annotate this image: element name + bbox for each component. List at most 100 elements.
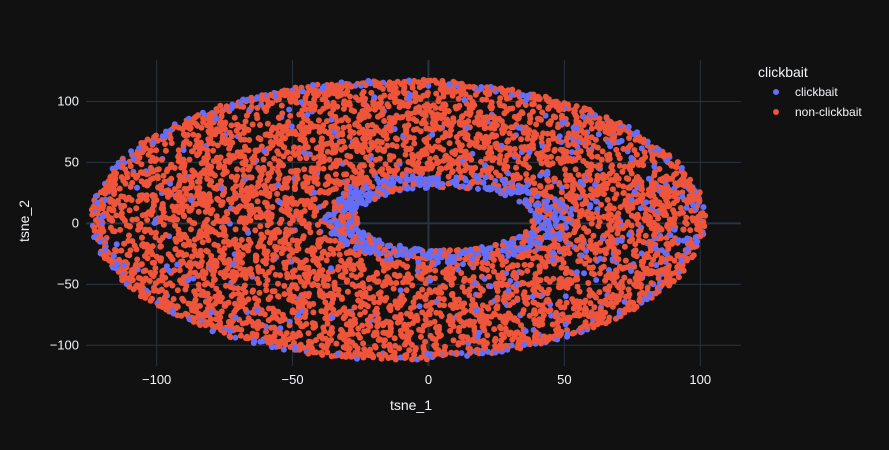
point-non-clickbait <box>576 119 582 126</box>
point-clickbait <box>367 155 374 162</box>
point-non-clickbait <box>604 205 611 212</box>
point-non-clickbait <box>600 213 607 220</box>
point-non-clickbait <box>357 334 363 341</box>
point-non-clickbait <box>416 104 422 111</box>
point-non-clickbait <box>636 291 643 298</box>
point-non-clickbait <box>157 218 164 224</box>
point-non-clickbait <box>147 248 153 255</box>
point-clickbait <box>415 259 422 266</box>
point-non-clickbait <box>634 174 641 180</box>
point-non-clickbait <box>311 170 318 177</box>
point-non-clickbait <box>300 298 307 305</box>
point-non-clickbait <box>159 268 166 275</box>
point-non-clickbait <box>651 201 658 208</box>
point-non-clickbait <box>160 172 167 179</box>
point-non-clickbait <box>213 126 220 133</box>
point-non-clickbait <box>132 174 139 181</box>
point-non-clickbait <box>222 302 229 309</box>
point-non-clickbait <box>395 98 402 105</box>
point-non-clickbait <box>645 186 652 193</box>
point-non-clickbait <box>172 236 179 242</box>
point-clickbait <box>429 131 436 138</box>
point-non-clickbait <box>560 259 567 266</box>
point-non-clickbait <box>658 267 665 273</box>
point-clickbait <box>562 321 569 328</box>
point-non-clickbait <box>572 276 579 283</box>
point-non-clickbait <box>590 292 597 299</box>
point-non-clickbait <box>616 129 623 136</box>
point-non-clickbait <box>372 124 379 131</box>
point-non-clickbait <box>600 175 606 182</box>
point-non-clickbait <box>159 277 166 284</box>
point-non-clickbait <box>270 256 277 263</box>
point-non-clickbait <box>544 253 551 260</box>
point-non-clickbait <box>474 114 481 121</box>
point-non-clickbait <box>247 174 253 181</box>
point-non-clickbait <box>655 275 662 282</box>
point-non-clickbait <box>491 268 497 275</box>
point-clickbait <box>397 287 404 294</box>
point-non-clickbait <box>520 129 527 136</box>
point-non-clickbait <box>198 170 205 177</box>
point-non-clickbait <box>536 156 543 163</box>
point-non-clickbait <box>213 213 220 220</box>
point-clickbait <box>568 206 575 212</box>
point-non-clickbait <box>674 159 681 166</box>
point-non-clickbait <box>658 226 665 233</box>
point-non-clickbait <box>687 227 694 234</box>
point-non-clickbait <box>579 188 586 195</box>
point-non-clickbait <box>613 296 620 303</box>
point-non-clickbait <box>202 208 209 215</box>
point-non-clickbait <box>577 257 584 264</box>
point-non-clickbait <box>410 135 417 142</box>
point-non-clickbait <box>327 237 334 244</box>
point-non-clickbait <box>405 335 411 342</box>
point-non-clickbait <box>558 264 565 271</box>
point-non-clickbait <box>197 233 204 240</box>
point-non-clickbait <box>381 342 388 349</box>
point-non-clickbait <box>488 149 495 156</box>
point-non-clickbait <box>526 127 532 134</box>
point-non-clickbait <box>303 223 310 230</box>
point-non-clickbait <box>616 263 623 270</box>
point-non-clickbait <box>641 149 648 156</box>
point-non-clickbait <box>132 263 139 269</box>
point-non-clickbait <box>349 238 356 245</box>
point-non-clickbait <box>396 158 403 165</box>
point-clickbait <box>626 231 633 238</box>
point-non-clickbait <box>238 191 244 198</box>
point-non-clickbait <box>197 262 204 269</box>
point-non-clickbait <box>306 185 312 192</box>
point-non-clickbait <box>337 179 344 186</box>
point-non-clickbait <box>204 147 211 154</box>
point-non-clickbait <box>649 156 656 163</box>
point-non-clickbait <box>146 278 153 284</box>
point-non-clickbait <box>291 293 297 300</box>
point-clickbait <box>573 269 580 276</box>
point-non-clickbait <box>585 228 592 235</box>
point-non-clickbait <box>306 125 313 132</box>
point-non-clickbait <box>188 226 194 233</box>
point-non-clickbait <box>609 168 616 174</box>
point-non-clickbait <box>211 276 218 283</box>
point-clickbait <box>524 92 531 99</box>
point-non-clickbait <box>111 228 118 235</box>
point-clickbait <box>329 314 336 321</box>
point-non-clickbait <box>342 159 349 165</box>
point-non-clickbait <box>529 280 536 287</box>
point-non-clickbait <box>180 131 187 138</box>
point-non-clickbait <box>611 195 618 202</box>
point-non-clickbait <box>640 162 647 169</box>
point-non-clickbait <box>255 266 262 273</box>
point-non-clickbait <box>405 122 412 129</box>
point-non-clickbait <box>347 153 354 160</box>
point-non-clickbait <box>501 313 508 320</box>
point-non-clickbait <box>663 212 669 218</box>
point-non-clickbait <box>390 285 397 292</box>
point-non-clickbait <box>379 109 386 116</box>
point-non-clickbait <box>417 274 423 281</box>
point-non-clickbait <box>204 175 211 182</box>
point-non-clickbait <box>195 208 202 215</box>
point-non-clickbait <box>228 173 235 180</box>
point-non-clickbait <box>358 115 365 122</box>
